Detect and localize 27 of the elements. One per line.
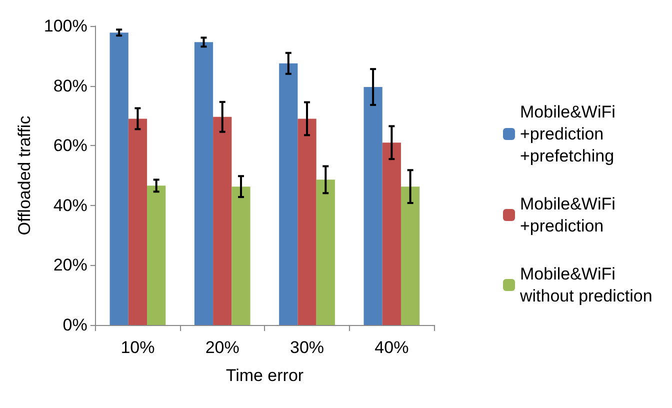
bar xyxy=(400,186,420,325)
bar xyxy=(298,118,316,325)
bar xyxy=(364,86,382,325)
x-tick-label: 30% xyxy=(290,338,324,357)
y-tick-label: 40% xyxy=(53,196,88,215)
bar xyxy=(110,32,128,325)
y-tick-label: 20% xyxy=(53,256,88,275)
x-tick-label: 20% xyxy=(205,338,240,357)
bar xyxy=(232,186,250,325)
bar xyxy=(382,142,401,325)
legend-label: Mobile&WiFi +prediction xyxy=(520,194,620,236)
bar xyxy=(279,63,298,325)
y-tick-label: 100% xyxy=(44,16,88,36)
x-tick-label: 40% xyxy=(374,338,409,357)
y-tick-label: 60% xyxy=(53,136,88,156)
bar xyxy=(194,42,214,325)
y-axis-title: Offloaded traffic xyxy=(15,115,34,236)
legend-label: Mobile&WiFi without prediction xyxy=(519,264,652,306)
y-tick-label: 80% xyxy=(53,76,88,96)
bar xyxy=(316,180,335,325)
y-tick-label: 0% xyxy=(62,316,88,334)
bar xyxy=(147,186,166,325)
x-axis-title: Time error xyxy=(226,366,304,385)
legend-label: Mobile&WiFi +prediction +prefetching xyxy=(520,102,620,166)
bar xyxy=(128,118,148,325)
bar xyxy=(213,116,232,325)
x-tick-label: 10% xyxy=(120,338,155,357)
